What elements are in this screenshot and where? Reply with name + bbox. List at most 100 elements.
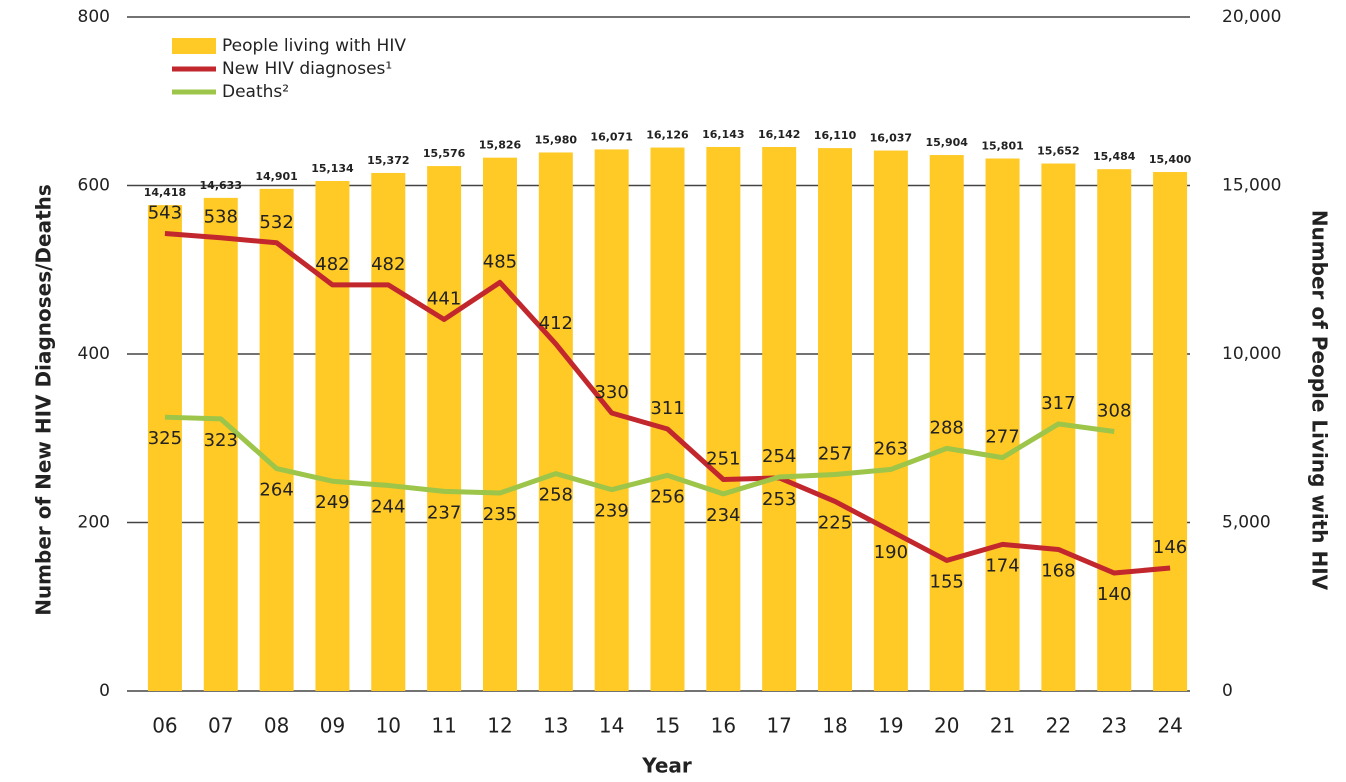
line-value-label: 308 bbox=[1097, 401, 1131, 422]
line-value-label: 235 bbox=[483, 504, 517, 525]
bar-value-label: 16,126 bbox=[646, 129, 689, 142]
x-tick-label: 17 bbox=[766, 714, 791, 738]
bar-value-label: 16,143 bbox=[702, 128, 744, 141]
line-value-label: 263 bbox=[874, 438, 908, 459]
line-value-label: 317 bbox=[1041, 393, 1075, 414]
bar bbox=[259, 188, 294, 691]
bar-value-label: 15,400 bbox=[1149, 153, 1192, 166]
y2-tick-label: 10,000 bbox=[1222, 344, 1281, 364]
line-value-label: 174 bbox=[985, 555, 1019, 576]
x-tick-label: 11 bbox=[431, 714, 456, 738]
y-tick-label: 800 bbox=[78, 7, 110, 27]
line-value-label: 168 bbox=[1041, 560, 1075, 581]
bar bbox=[594, 149, 629, 692]
x-tick-label: 10 bbox=[376, 714, 401, 738]
y-axis-label: Number of New HIV Diagnoses/Deaths bbox=[32, 184, 56, 616]
bar-value-label: 15,826 bbox=[479, 139, 522, 152]
y-tick-label: 200 bbox=[78, 513, 110, 533]
x-tick-label: 22 bbox=[1046, 714, 1071, 738]
line-value-label: 485 bbox=[483, 251, 517, 272]
line-value-label: 244 bbox=[371, 496, 405, 517]
x-tick-label: 07 bbox=[208, 714, 233, 738]
bar bbox=[762, 147, 797, 692]
line-value-label: 277 bbox=[985, 427, 1019, 448]
x-tick-label: 13 bbox=[543, 714, 568, 738]
x-axis-label: Year bbox=[641, 754, 692, 778]
bar-value-label: 15,904 bbox=[925, 136, 968, 149]
y2-tick-label: 0 bbox=[1222, 681, 1233, 701]
line-value-label: 543 bbox=[148, 203, 182, 224]
line-value-label: 264 bbox=[259, 480, 293, 501]
bar bbox=[203, 197, 238, 691]
bar bbox=[650, 147, 685, 691]
line-value-label: 190 bbox=[874, 542, 908, 563]
bar-value-label: 15,980 bbox=[535, 133, 578, 146]
line-value-label: 441 bbox=[427, 288, 461, 309]
line-value-label: 249 bbox=[315, 492, 349, 513]
x-tick-label: 18 bbox=[822, 714, 847, 738]
bar bbox=[706, 146, 741, 691]
line-value-label: 237 bbox=[427, 502, 461, 523]
legend-label: New HIV diagnoses¹ bbox=[222, 59, 392, 79]
bar-value-label: 14,901 bbox=[255, 170, 297, 183]
bar-value-label: 15,576 bbox=[423, 147, 466, 160]
line-value-label: 323 bbox=[204, 430, 238, 451]
bar bbox=[427, 166, 462, 691]
bar bbox=[1153, 172, 1188, 691]
bar-value-label: 15,134 bbox=[311, 162, 354, 175]
y2-tick-label: 5,000 bbox=[1222, 513, 1271, 533]
bar-value-label: 16,071 bbox=[590, 130, 632, 143]
y-tick-label: 0 bbox=[99, 681, 110, 701]
bar bbox=[371, 172, 406, 691]
x-tick-label: 21 bbox=[990, 714, 1015, 738]
line-value-label: 155 bbox=[930, 571, 964, 592]
legend-label: Deaths² bbox=[222, 82, 289, 102]
bar-value-label: 15,372 bbox=[367, 154, 409, 167]
line-value-label: 258 bbox=[539, 485, 573, 506]
x-tick-label: 15 bbox=[655, 714, 680, 738]
bar-value-label: 16,110 bbox=[814, 129, 857, 142]
line-value-label: 482 bbox=[371, 254, 405, 275]
line-value-label: 256 bbox=[650, 486, 684, 507]
line-value-label: 288 bbox=[930, 417, 964, 438]
y2-tick-label: 20,000 bbox=[1222, 7, 1281, 27]
line-value-label: 253 bbox=[762, 489, 796, 510]
line-value-label: 140 bbox=[1097, 584, 1131, 605]
y-tick-label: 400 bbox=[78, 344, 110, 364]
x-tick-label: 08 bbox=[264, 714, 289, 738]
y2-axis-label: Number of People Living with HIV bbox=[1308, 210, 1332, 591]
x-tick-label: 12 bbox=[487, 714, 512, 738]
line-value-label: 257 bbox=[818, 443, 852, 464]
x-tick-label: 20 bbox=[934, 714, 959, 738]
bar bbox=[929, 155, 964, 691]
line-value-label: 311 bbox=[650, 398, 684, 419]
y-tick-label: 600 bbox=[78, 176, 110, 196]
bar-value-label: 15,484 bbox=[1093, 150, 1136, 163]
line-value-label: 146 bbox=[1153, 537, 1187, 558]
line-value-label: 538 bbox=[204, 207, 238, 228]
bar bbox=[538, 152, 573, 691]
bar-value-label: 15,801 bbox=[981, 140, 1023, 153]
line-value-label: 225 bbox=[818, 512, 852, 533]
bar-value-label: 16,142 bbox=[758, 128, 800, 141]
bar-value-label: 15,652 bbox=[1037, 145, 1079, 158]
line-value-label: 239 bbox=[594, 501, 628, 522]
x-tick-label: 19 bbox=[878, 714, 903, 738]
bar bbox=[985, 158, 1020, 692]
bar bbox=[482, 157, 517, 691]
line bbox=[164, 414, 1115, 497]
bar bbox=[818, 148, 853, 691]
line-value-label: 412 bbox=[539, 313, 573, 334]
x-tick-label: 23 bbox=[1102, 714, 1127, 738]
x-tick-label: 14 bbox=[599, 714, 624, 738]
bar bbox=[873, 150, 908, 691]
line-value-label: 482 bbox=[315, 254, 349, 275]
x-tick-label: 09 bbox=[320, 714, 345, 738]
y2-tick-label: 15,000 bbox=[1222, 176, 1281, 196]
line-value-label: 254 bbox=[762, 446, 796, 467]
line-value-label: 330 bbox=[594, 382, 628, 403]
legend-swatch bbox=[172, 38, 216, 54]
line-value-label: 325 bbox=[148, 428, 182, 449]
line-value-label: 234 bbox=[706, 505, 740, 526]
bar-value-label: 16,037 bbox=[870, 132, 912, 145]
